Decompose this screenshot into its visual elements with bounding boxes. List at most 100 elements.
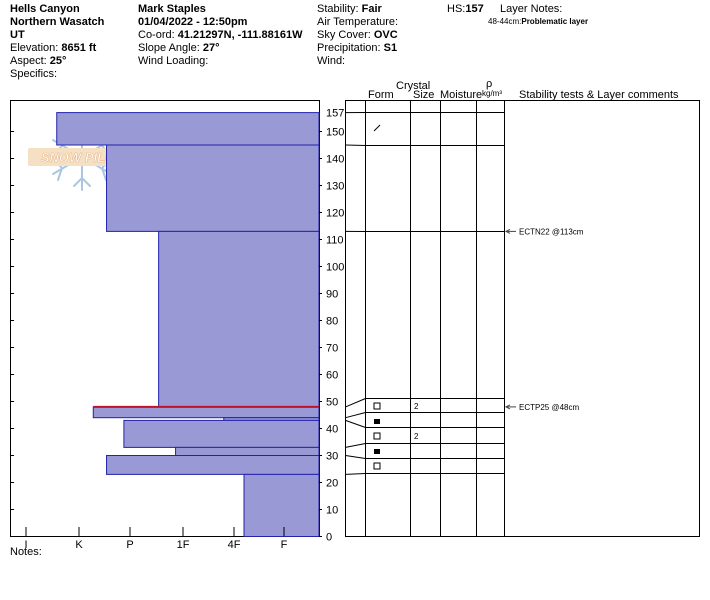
stability-label: Stability: [317,3,359,15]
hs-label: HS: [447,3,466,15]
sky-cover-label: Sky Cover: [317,29,371,41]
elevation-value: 8651 ft [61,42,97,54]
air-temp-label: Air Temperature: [317,16,399,28]
precip-row: Precipitation: S1 [317,42,397,55]
arrowhead-icon [504,228,511,234]
wind-loading-label: Wind Loading: [138,55,209,67]
grain-size-value: 2 [414,402,419,411]
height-tick-label: 90 [326,289,338,301]
hs-row: HS:157 [447,3,484,16]
layer-connector [345,419,366,428]
wind-label: Wind: [317,55,346,67]
layer-bar [92,406,320,419]
slope-row: Slope Angle: 27° [138,42,219,55]
height-tick-label: 110 [326,235,344,247]
notes-label: Notes: [10,546,42,558]
layer-bar [175,446,320,456]
height-tick-label: 140 [326,154,344,166]
elevation-label: Elevation: [10,42,59,54]
crystal-header: Crystal [396,80,431,92]
test-annotations: ECTN22 @113cm ECTP25 @48cm [504,227,584,412]
aspect-value: 25° [49,55,67,67]
slope-value: 27° [202,42,220,54]
elevation-row: Elevation: 8651 ft [10,42,96,55]
layer-connector [345,398,366,408]
precip-value: S1 [383,42,398,54]
form-header: Form [368,89,394,101]
coordinates-row: Co-ord: 41.21297N, -111.88161W [138,29,303,42]
depth-hoar-icon [374,449,380,454]
layer-bar [158,230,320,408]
logo-text: SNOW PILOT [41,150,124,165]
layer-notes-text: Problematic layer [521,17,589,26]
layer-notes-range: 48-44cm: [488,17,522,26]
crystal-symbols: 22 [373,124,419,470]
depth-hoar-icon [374,419,380,424]
hs-value: 157 [465,3,484,15]
layer-table-frame [345,100,700,537]
size-header: Size [413,89,435,101]
hardness-tick-label: K [75,539,83,551]
hardness-axis: I K P 1F 4F F [24,527,288,551]
observation-datetime: 01/04/2022 - 12:50pm [138,16,248,28]
layer-bars [56,112,320,537]
height-tick-label: 80 [326,316,338,328]
sky-cover-value: OVC [373,29,398,41]
region-name: Northern Wasatch [10,16,105,28]
hardness-tick-label: 1F [177,539,190,551]
grain-size-value: 2 [414,432,419,441]
coord-value: 41.21297N, -111.88161W [177,29,303,41]
layer-connector [345,455,366,459]
aspect-row: Aspect: 25° [10,55,66,68]
layer-connector [345,412,366,419]
height-tick-label: 60 [326,370,338,382]
height-tick-label: 40 [326,424,338,436]
layer-connector [345,443,366,448]
layer-notes-entry: 48-44cm:Problematic layer [488,17,588,27]
layer-bar [123,419,320,448]
coord-label: Co-ord: [138,29,175,41]
hardness-tick-label: I [24,539,27,551]
density-symbol: ρ [486,78,493,90]
height-tick-label: 157 [326,108,344,120]
faceted-grain-icon [373,432,381,440]
specifics-label: Specifics: [10,68,58,80]
layer-bar [56,112,320,146]
layer-bar [106,144,320,232]
height-tick-label: 20 [326,478,338,490]
height-tick-label: 0 [326,532,332,544]
location-name: Hells Canyon [10,3,80,15]
test-result-label: ECTN22 @113cm [519,227,584,236]
layer-notes-label: Layer Notes: [500,3,563,15]
aspect-label: Aspect: [10,55,47,67]
layer-connector [345,144,366,146]
height-tick-label: 100 [326,262,344,274]
hardness-tick-label: F [281,539,288,551]
layer-connector [345,473,366,475]
layer-bar [106,455,320,475]
height-axis: 0 10 20 30 40 50 60 70 80 90 100 110 120 130 140 150 157 [10,108,344,544]
arrowhead-icon [504,404,511,410]
height-tick-label: 10 [326,505,338,517]
layer-connectors [345,112,366,475]
stability-row: Stability: Fair [317,3,382,16]
height-tick-label: 30 [326,451,338,463]
hardness-tick-label: 4F [228,539,241,551]
height-tick-label: 120 [326,208,344,220]
precip-label: Precipitation: [317,42,381,54]
stability-value: Fair [361,3,382,15]
height-tick-label: 50 [326,397,338,409]
layer-table-grid [365,100,505,537]
state-name: UT [10,29,25,41]
height-tick-label: 70 [326,343,338,355]
decomposing-grain-icon [373,124,381,132]
density-unit: kg/m³ [482,89,502,98]
test-result-label: ECTP25 @48cm [519,403,579,412]
height-tick-label: 130 [326,181,344,193]
faceted-grain-icon [373,462,381,470]
observer-name: Mark Staples [138,3,206,15]
sky-cover-row: Sky Cover: OVC [317,29,398,42]
faceted-grain-icon [373,402,381,410]
slope-label: Slope Angle: [138,42,200,54]
